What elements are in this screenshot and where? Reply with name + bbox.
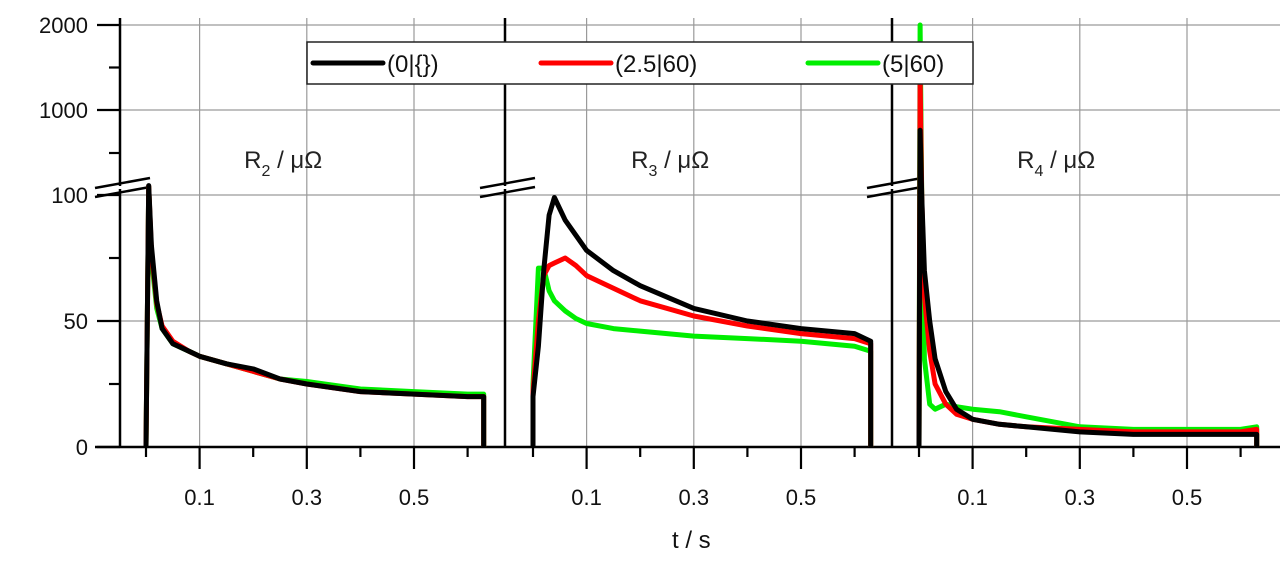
axis-break-mark <box>479 185 536 199</box>
x-tick-label: 0.5 <box>1172 485 1203 510</box>
y-tick-label: 100 <box>51 183 88 208</box>
axis-break-mark <box>479 176 536 190</box>
x-tick-label: 0.1 <box>571 485 602 510</box>
y-tick-label: 50 <box>64 309 88 334</box>
panel-label-r2: R2 / μΩ <box>244 147 322 180</box>
series-line-(2.5|60) <box>530 255 874 447</box>
series-line-(2.5|60) <box>916 73 1260 448</box>
y-tick-label: 0 <box>76 435 88 460</box>
panel-label-r4: R4 / μΩ <box>1017 147 1095 180</box>
x-axis-label: t / s <box>672 527 711 554</box>
series-line-(5|60) <box>916 22 1260 448</box>
series-line-(0|{}) <box>916 127 1260 448</box>
x-tick-label: 0.5 <box>786 485 817 510</box>
series-line-(0|{}) <box>143 183 487 448</box>
series-line-(0|{}) <box>530 195 874 447</box>
series-line-(5|60) <box>530 265 874 447</box>
y-tick-label: 1000 <box>39 98 88 123</box>
panel-labels: R2 / μΩ R3 / μΩ R4 / μΩ <box>244 147 1095 180</box>
x-tick-label: 0.3 <box>679 485 710 510</box>
legend-label-2: (5|60) <box>882 51 944 78</box>
gridlines <box>120 18 1280 447</box>
y-tick-label: 2000 <box>39 13 88 38</box>
panel-label-r3: R3 / μΩ <box>631 147 709 180</box>
axes: 0.1 0.3 0.5 0.1 0.3 0.5 0.1 0.3 0.5 0 50 100 1000 200… <box>39 13 1280 510</box>
legend-label-1: (2.5|60) <box>615 51 697 78</box>
axis-break-mark <box>94 176 151 190</box>
x-tick-label: 0.3 <box>292 485 323 510</box>
series-line-(2.5|60) <box>143 183 487 448</box>
x-tick-label: 0.3 <box>1065 485 1096 510</box>
legend: (0|{}) (2.5|60) (5|60) <box>306 41 974 85</box>
x-tick-label: 0.5 <box>399 485 430 510</box>
axis-break-mark <box>866 185 923 199</box>
data-series <box>143 22 1260 448</box>
legend-label-0: (0|{}) <box>387 51 439 78</box>
axis-break-mark <box>866 176 923 190</box>
x-tick-label: 0.1 <box>184 485 215 510</box>
x-tick-label: 0.1 <box>957 485 988 510</box>
series-line-(5|60) <box>143 184 487 448</box>
